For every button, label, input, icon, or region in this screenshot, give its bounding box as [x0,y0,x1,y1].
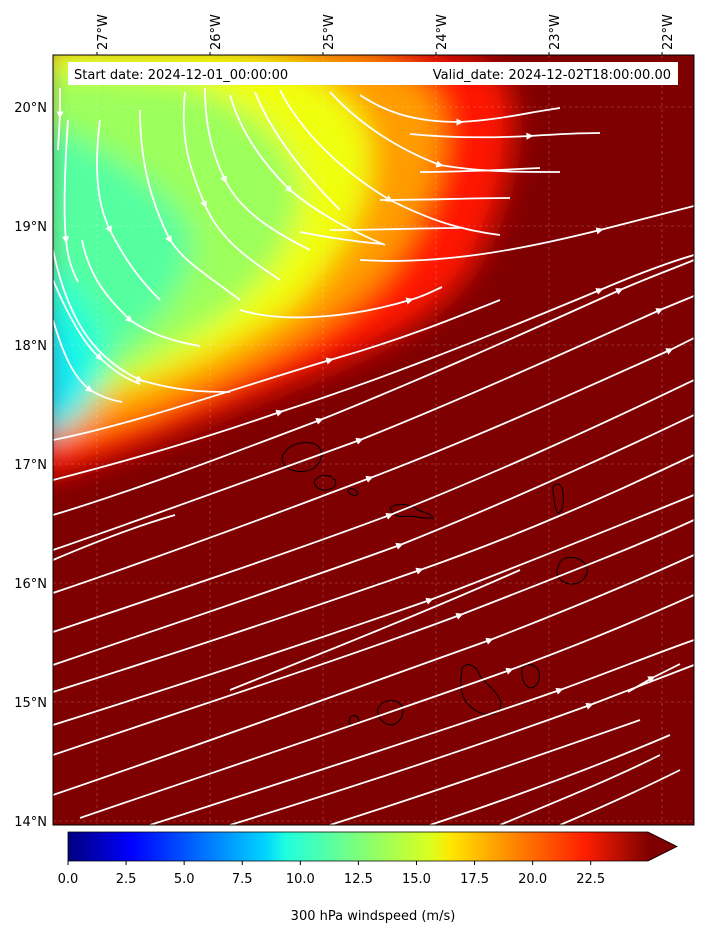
svg-text:24°W: 24°W [435,14,450,50]
island-boa-vista [556,557,588,585]
svg-text:27°W: 27°W [96,14,111,50]
colorbar-tick-label: 12.5 [344,872,373,887]
colorbar-body [68,832,649,861]
lon-tick: 26°W [209,14,224,55]
colorbar-tick-label: 20.0 [518,872,547,887]
island-sao-vicente [314,475,337,491]
colorbar-tick-label: 7.5 [232,872,253,887]
lat-tick: 20°N [14,101,47,116]
colorbar-tick-label: 5.0 [174,872,195,887]
island-brava [348,715,360,726]
streamlines [53,87,694,825]
svg-text:23°W: 23°W [548,14,563,50]
island-fogo [377,700,404,726]
lon-tick: 22°W [661,14,676,55]
start-date-label: Start date: 2024-12-01_00:00:00 [74,68,288,83]
lon-tick: 23°W [548,14,563,55]
lon-tick-labels: 27°W 26°W 25°W 24°W 23°W 22°W [96,14,676,55]
colorbar-tick-label: 17.5 [460,872,489,887]
svg-text:22°W: 22°W [661,14,676,50]
island-sal [552,483,564,514]
map-frame [52,54,695,826]
colorbar-extend-arrow [648,832,677,861]
valid-date-label: Valid_date: 2024-12-02T18:00:00.00 [433,68,671,83]
lat-tick: 18°N [14,339,47,354]
lat-tick: 14°N [14,815,47,830]
lon-tick: 24°W [435,14,450,55]
island-santo-antao [281,442,322,473]
svg-text:26°W: 26°W [209,14,224,50]
colorbar-tick-label: 0.0 [58,872,79,887]
colorbar-tick-label: 10.0 [286,872,315,887]
date-header: Start date: 2024-12-01_00:00:00 Valid_da… [68,62,678,85]
lat-tick: 15°N [14,696,47,711]
colorbar-label: 300 hPa windspeed (m/s) [291,909,456,924]
colorbar-ticks: 0.0 2.5 5.0 7.5 10.0 12.5 15.0 17.5 20.0 22.5 [58,861,605,887]
lon-tick: 25°W [322,14,337,55]
colorbar: 0.0 2.5 5.0 7.5 10.0 12.5 15.0 17.5 20.0 22.5 300… [58,831,678,924]
svg-text:25°W: 25°W [322,14,337,50]
lon-tick: 27°W [96,14,111,55]
island-santa-luzia [347,488,359,496]
lat-tick-labels: 20°N 19°N 18°N 17°N 16°N 15°N 14°N [14,101,47,830]
colorbar-tick-label: 22.5 [576,872,605,887]
colorbar-tick-label: 15.0 [402,872,431,887]
colorbar-tick-label: 2.5 [116,872,137,887]
lat-tick: 19°N [14,220,47,235]
lat-tick: 17°N [14,458,47,473]
lat-tick: 16°N [14,577,47,592]
island-maio [521,664,540,689]
windspeed-field [53,55,694,825]
